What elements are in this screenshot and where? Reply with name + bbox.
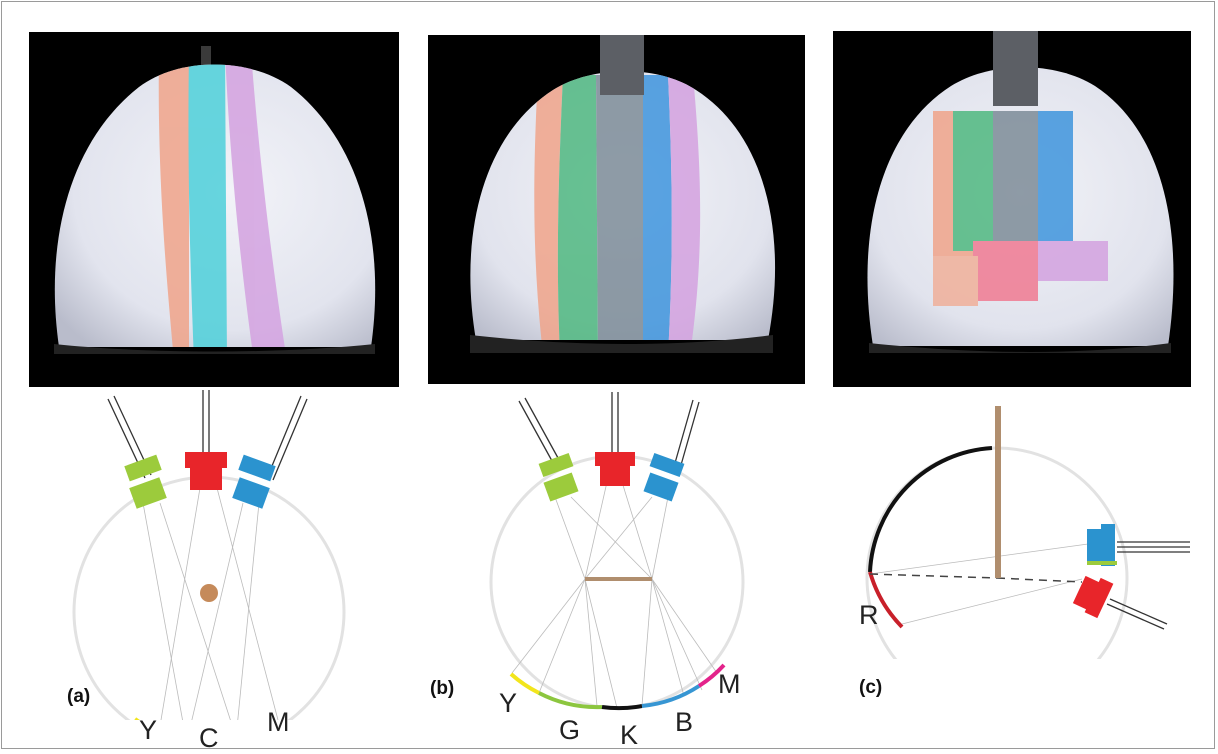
light-rays-b xyxy=(511,481,718,709)
led-green xyxy=(538,452,579,502)
band-magenta xyxy=(697,663,726,688)
diagram-a xyxy=(52,390,382,720)
sphere-photo-b xyxy=(470,35,776,353)
zone-label-m-a: M xyxy=(267,707,290,737)
sphere-photo-c xyxy=(867,31,1174,353)
zone-label-y-b: Y xyxy=(499,688,518,718)
zone-label-r-c: R xyxy=(859,600,879,630)
led-wires-b xyxy=(518,392,700,473)
photo-a xyxy=(29,32,399,387)
panel-label-a: (a) xyxy=(67,686,91,707)
band-red xyxy=(868,571,904,629)
occluder-ball xyxy=(200,584,218,602)
led-wires-c xyxy=(1106,541,1190,630)
sphere-photo-a xyxy=(54,46,376,354)
diagram-b xyxy=(462,390,792,720)
light-rays-c xyxy=(869,543,1089,625)
led-red xyxy=(185,452,227,490)
led-green xyxy=(124,454,167,509)
light-rays-a xyxy=(142,487,279,720)
shadow-line-2 xyxy=(996,577,1083,583)
band-green xyxy=(538,691,603,710)
zone-label-m-b: M xyxy=(718,669,741,699)
zone-label-g-b: G xyxy=(559,715,581,745)
zone-label-b-b: B xyxy=(675,707,694,737)
band-blue xyxy=(641,684,701,708)
shadow-arc-black xyxy=(868,446,993,573)
band-yellow xyxy=(134,717,141,720)
occluder-bar xyxy=(585,577,652,581)
band-yellow xyxy=(509,672,540,695)
sphere-outline xyxy=(489,454,745,710)
band-black xyxy=(601,704,643,711)
led-red xyxy=(1072,575,1114,619)
diagram-c xyxy=(842,394,1192,659)
occluder-rod xyxy=(995,406,1001,578)
led-blue xyxy=(643,452,685,502)
zone-label-y-a: Y xyxy=(139,715,158,745)
panel-label-c: (c) xyxy=(859,677,883,698)
panel-label-b: (b) xyxy=(430,678,455,699)
photo-c xyxy=(833,31,1191,387)
zone-label-k-b: K xyxy=(620,720,639,750)
shadow-line-1 xyxy=(869,573,998,579)
led-blue xyxy=(1087,524,1117,566)
led-blue xyxy=(232,454,276,509)
zone-label-c-a: C xyxy=(199,723,219,753)
photo-b xyxy=(428,35,805,384)
led-red xyxy=(595,452,635,486)
